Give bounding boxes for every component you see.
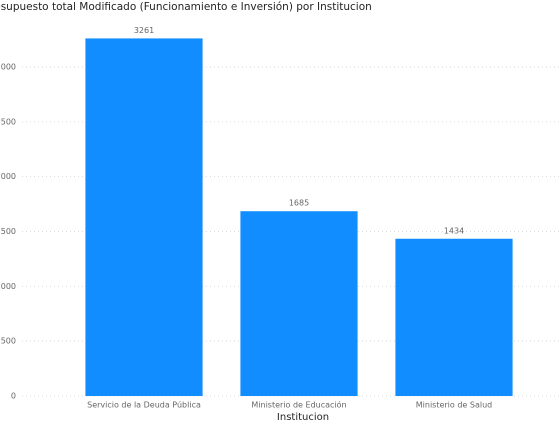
- bar: [395, 238, 513, 396]
- x-tick-label: Ministerio de Educación: [251, 400, 346, 410]
- data-label: 1685: [289, 199, 309, 208]
- x-axis-title: Institucion: [277, 412, 329, 423]
- y-tick-label: 1,000: [0, 282, 16, 291]
- chart-title: Presupuesto total Modificado (Funcionami…: [0, 1, 372, 13]
- y-tick-label: 500: [1, 337, 16, 346]
- y-tick-label: 3,000: [0, 63, 16, 72]
- y-tick-label: 2,000: [0, 172, 16, 181]
- data-label: 1434: [444, 226, 464, 235]
- y-tick-label: 0: [11, 392, 16, 401]
- y-tick-label: 2,500: [0, 117, 16, 126]
- y-tick-label: 1,500: [0, 227, 16, 236]
- x-tick-label: Servicio de la Deuda Pública: [87, 401, 201, 410]
- data-label: 3261: [134, 26, 154, 35]
- bar: [240, 211, 358, 396]
- bar: [85, 38, 203, 397]
- x-tick-label: Ministerio de Salud: [416, 401, 493, 410]
